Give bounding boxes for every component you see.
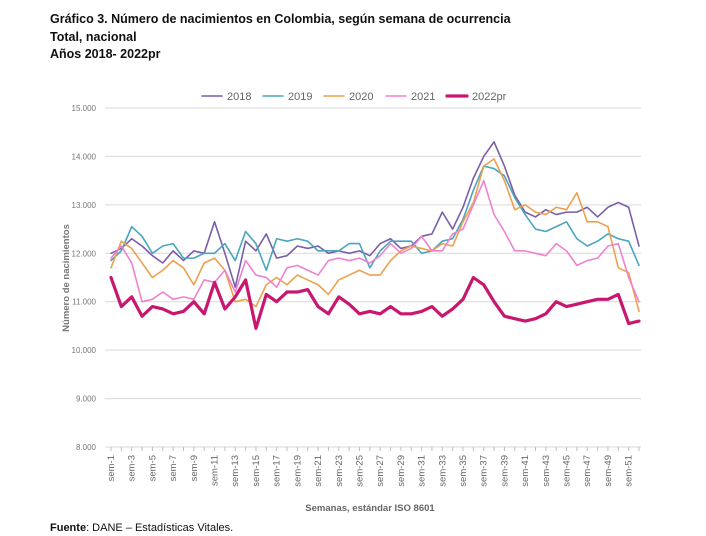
y-tick-label: 14.000: [72, 152, 97, 161]
y-tick-label: 9.000: [76, 395, 97, 404]
x-tick-label: sem-7: [168, 455, 179, 481]
y-tick-label: 15.000: [72, 104, 97, 113]
x-tick-label: sem-29: [396, 455, 407, 487]
source-label: Fuente: [50, 522, 87, 534]
series-line-2022pr: [109, 275, 641, 330]
x-tick-label: sem-23: [334, 455, 345, 487]
x-tick-label: sem-41: [520, 455, 531, 487]
y-tick-label: 10.000: [72, 346, 97, 355]
y-axis-label: Número de nacimientos: [61, 224, 72, 332]
chart-legend: 2018 2019 2020 2021 2022pr: [201, 91, 507, 103]
y-axis: 8.000 9.000 10.000 11.000 12.000 13.000 14.000…: [72, 104, 641, 452]
x-tick-label: sem-3: [127, 455, 138, 481]
x-tick-label: sem-47: [582, 455, 593, 487]
x-tick-label: sem-43: [541, 455, 552, 487]
x-tick-label: sem-1: [106, 455, 117, 481]
x-axis: sem-1 sem-3 sem-5 sem-7 sem-9 sem-11 sem-13 sem…: [106, 447, 640, 487]
series-line-2020: [110, 158, 640, 313]
x-tick-label: sem-15: [251, 455, 262, 487]
x-tick-label: sem-45: [562, 455, 573, 487]
x-tick-label: sem-5: [147, 455, 158, 481]
y-tick-label: 8.000: [76, 443, 97, 452]
y-tick-label: 13.000: [72, 201, 97, 210]
x-tick-label: sem-39: [499, 455, 510, 487]
legend-label-2020: 2020: [349, 91, 373, 103]
source-note: Fuente: DANE – Estadísticas Vitales.: [50, 522, 233, 534]
x-tick-label: sem-49: [603, 455, 614, 487]
x-tick-label: sem-17: [272, 455, 283, 487]
x-tick-label: sem-37: [479, 455, 490, 487]
x-tick-label: sem-25: [354, 455, 365, 487]
chart-title: Gráfico 3. Número de nacimientos en Colo…: [50, 11, 511, 64]
x-tick-label: sem-19: [292, 455, 303, 487]
x-tick-label: sem-27: [375, 455, 386, 487]
legend-label-2018: 2018: [227, 91, 251, 103]
title-line-1: Gráfico 3. Número de nacimientos en Colo…: [50, 12, 511, 26]
x-tick-label: sem-13: [230, 455, 241, 487]
x-tick-label: sem-31: [417, 455, 428, 487]
legend-label-2019: 2019: [288, 91, 312, 103]
y-tick-label: 12.000: [72, 249, 97, 258]
title-line-2: Total, nacional: [50, 29, 137, 44]
series-line-2018: [110, 141, 640, 288]
x-axis-label: Semanas, estándar ISO 8601: [305, 503, 435, 514]
series-line-2021: [110, 179, 640, 303]
x-tick-label: sem-11: [210, 455, 221, 486]
y-tick-label: 11.000: [72, 298, 96, 307]
legend-label-2021: 2021: [411, 91, 435, 103]
x-tick-label: sem-9: [189, 455, 200, 481]
plot-area: [109, 141, 641, 330]
source-text: : DANE – Estadísticas Vitales.: [86, 522, 234, 534]
x-tick-label: sem-21: [313, 455, 324, 487]
legend-label-2022pr: 2022pr: [472, 91, 507, 103]
x-tick-label: sem-51: [624, 455, 635, 487]
title-line-3: Años 2018- 2022pr: [50, 47, 161, 61]
x-tick-label: sem-35: [458, 455, 469, 487]
x-tick-label: sem-33: [437, 455, 448, 487]
